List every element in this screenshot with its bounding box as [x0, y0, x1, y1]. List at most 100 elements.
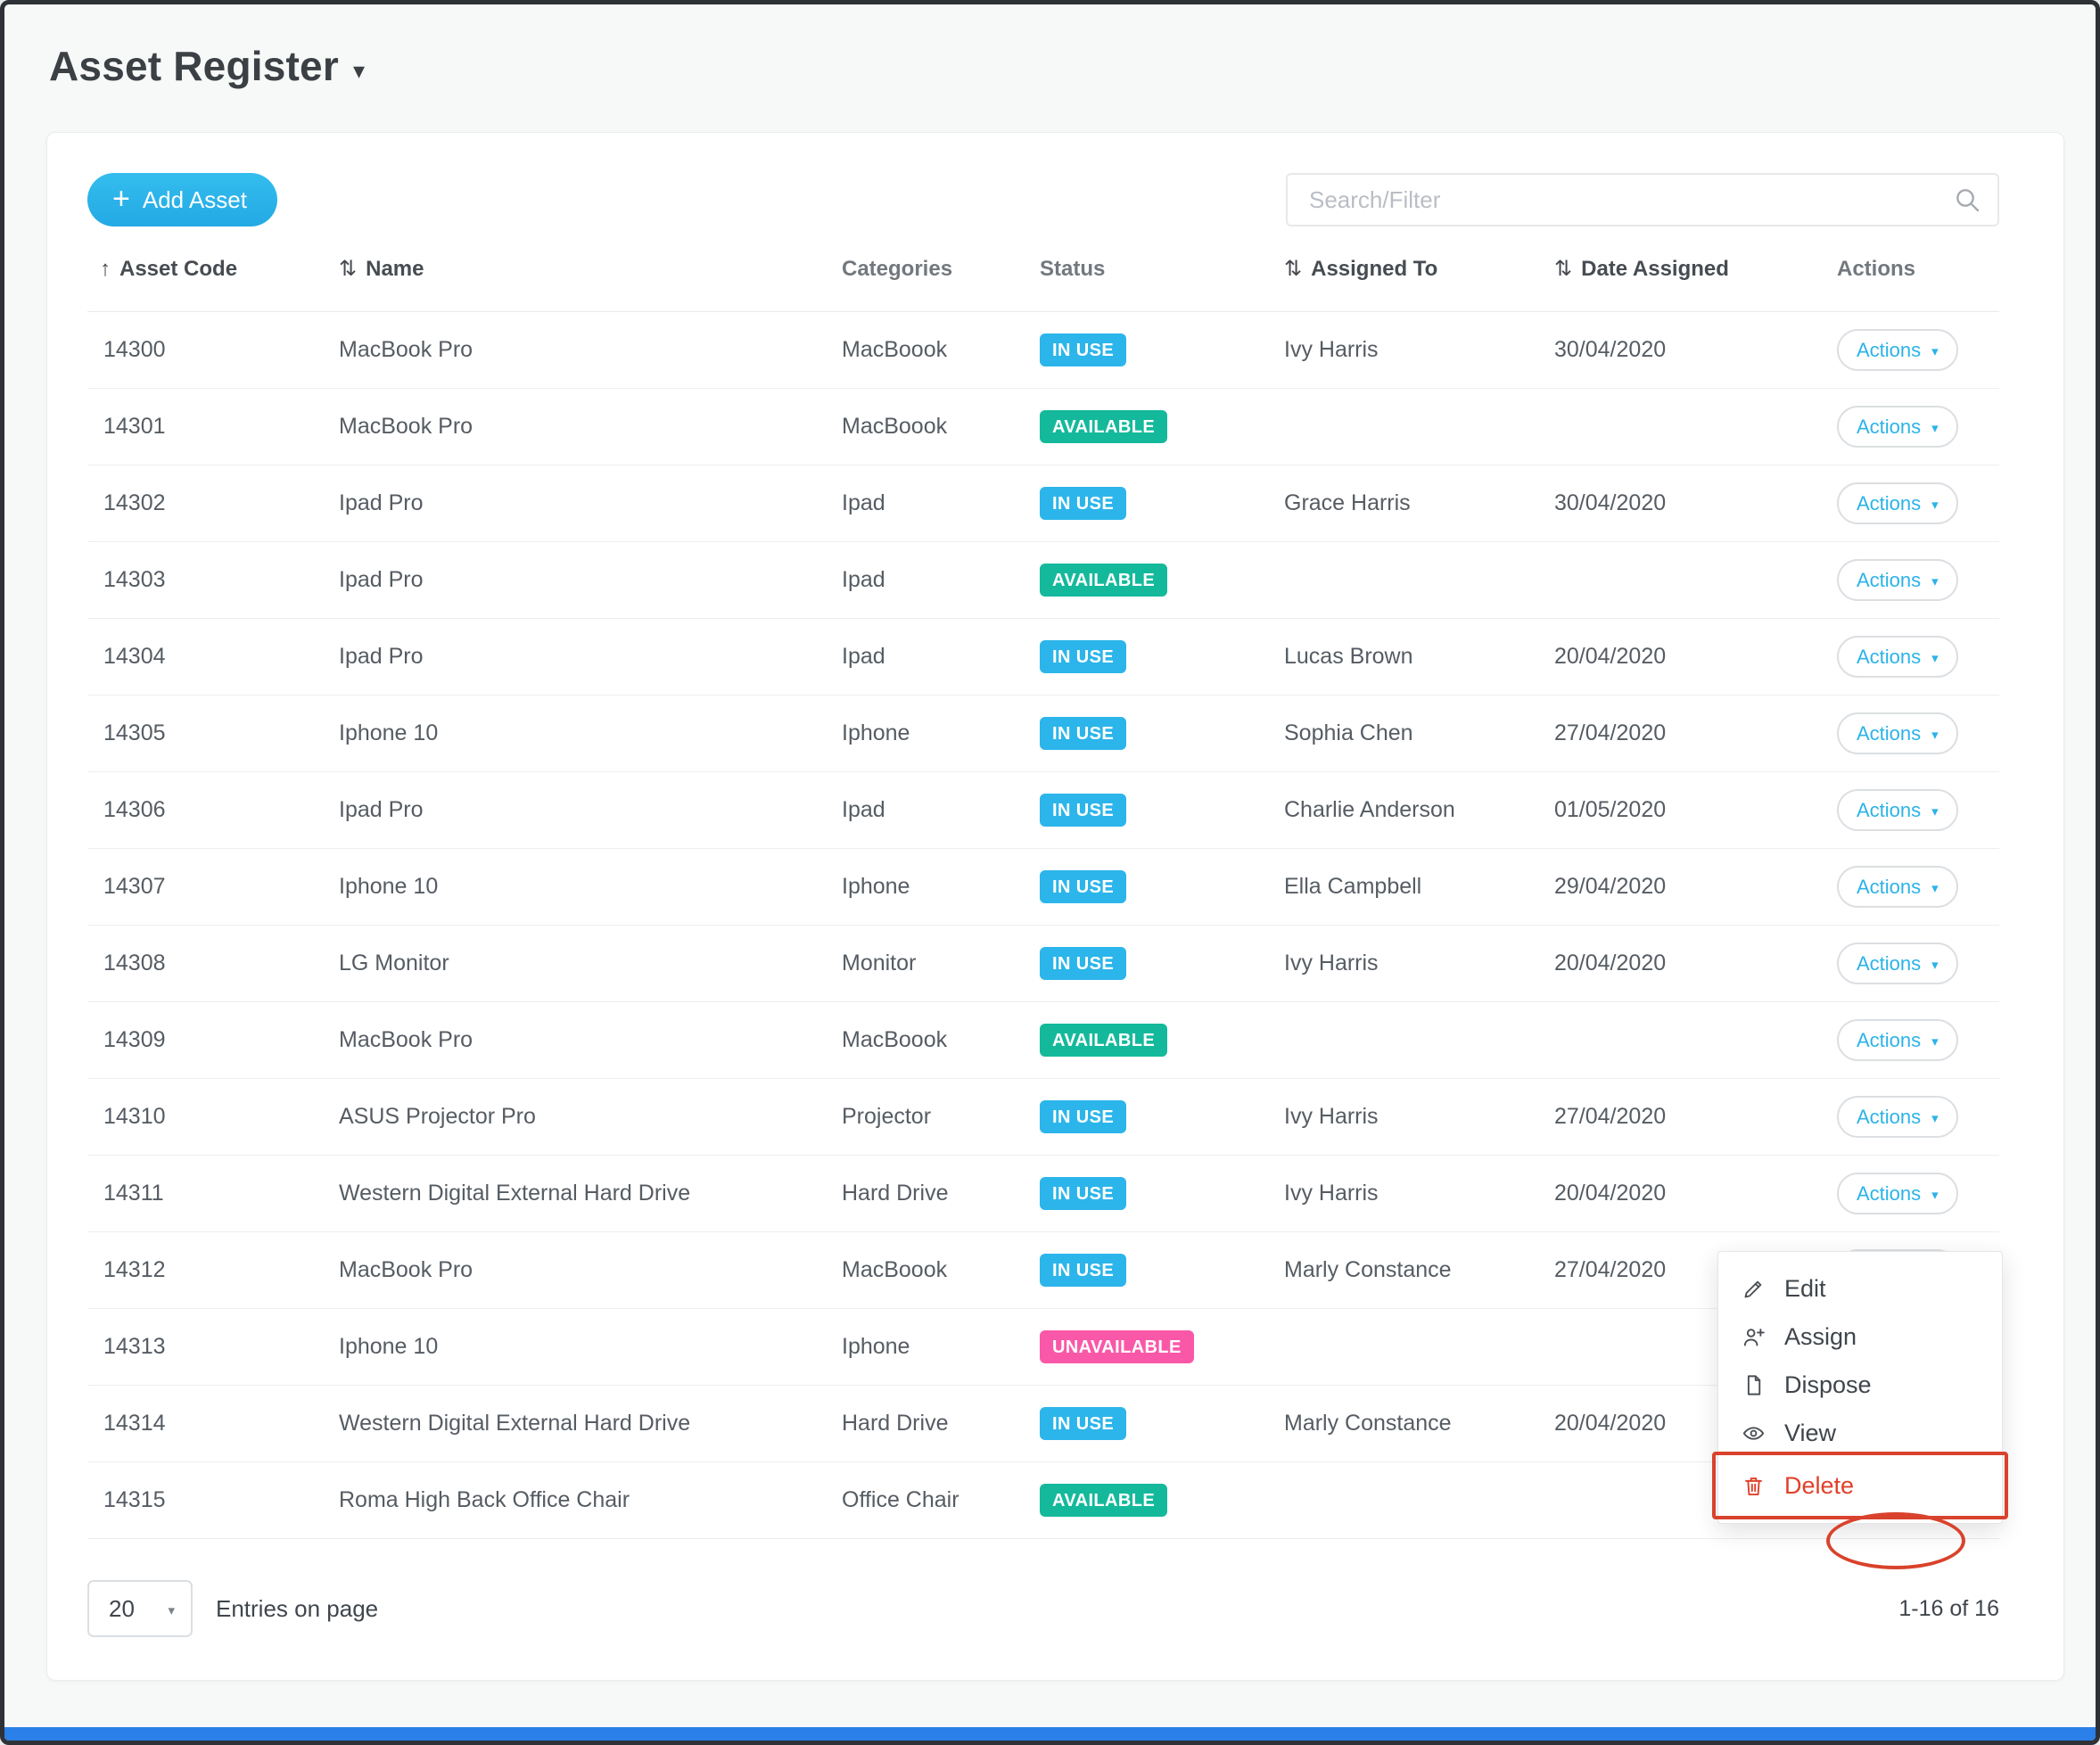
actions-button-label: Actions: [1857, 798, 1922, 821]
cell-name: ASUS Projector Pro: [339, 1104, 536, 1129]
cell-asset-code: 14300: [103, 337, 166, 362]
cell-category: Projector: [842, 1104, 932, 1129]
status-badge: IN USE: [1040, 1254, 1127, 1287]
actions-button[interactable]: Actions ▾: [1837, 789, 1958, 831]
cell-asset-code: 14310: [103, 1104, 166, 1129]
cell-asset-code: 14315: [103, 1487, 166, 1512]
search-input[interactable]: [1286, 173, 1999, 226]
add-asset-button[interactable]: + Add Asset: [87, 173, 277, 226]
cell-status: AVAILABLE: [1040, 1024, 1284, 1057]
cell-assigned-to: Ivy Harris: [1284, 337, 1379, 362]
cell-category: Hard Drive: [842, 1411, 949, 1436]
status-badge: IN USE: [1040, 640, 1127, 673]
cell-actions: Actions ▾: [1837, 866, 1999, 908]
actions-button[interactable]: Actions ▾: [1837, 559, 1958, 601]
sort-both-icon: ⇅: [1284, 257, 1303, 281]
chevron-down-icon: ▾: [1931, 1188, 1939, 1203]
cell-date-assigned: 30/04/2020: [1554, 337, 1667, 362]
menu-item-label: View: [1784, 1419, 1837, 1446]
chevron-down-icon: ▾: [1931, 498, 1939, 513]
column-label: Asset Code: [119, 256, 238, 281]
cell-asset-code: 14312: [103, 1257, 166, 1282]
actions-button[interactable]: Actions ▾: [1837, 1019, 1958, 1061]
cell-asset-code: 14311: [103, 1181, 164, 1206]
actions-button-label: Actions: [1857, 491, 1922, 514]
table-row: 14305 Iphone 10 Iphone IN USE Sophia Chen 27/…: [87, 696, 1999, 772]
column-label: Actions: [1837, 256, 1916, 281]
cell-date-assigned: 20/04/2020: [1554, 644, 1667, 669]
cell-asset-code: 14301: [103, 414, 166, 439]
page-title: Asset Register: [49, 43, 339, 89]
status-badge: IN USE: [1040, 717, 1127, 750]
actions-button[interactable]: Actions ▾: [1837, 712, 1958, 754]
cell-name: Ipad Pro: [339, 644, 424, 669]
menu-item-label: Edit: [1784, 1274, 1826, 1302]
actions-menu: Edit Assign Dispose View Delete: [1712, 1251, 2008, 1524]
assign-icon: [1742, 1325, 1766, 1349]
cell-asset-code: 14305: [103, 720, 166, 745]
actions-button[interactable]: Actions ▾: [1837, 942, 1958, 984]
cell-actions: Actions ▾: [1837, 329, 1999, 371]
cell-actions: Actions ▾: [1837, 636, 1999, 678]
cell-assigned-to: Sophia Chen: [1284, 720, 1413, 745]
actions-button[interactable]: Actions ▾: [1837, 482, 1958, 524]
cell-name: MacBook Pro: [339, 1257, 474, 1282]
status-badge: IN USE: [1040, 487, 1127, 520]
cell-date-assigned: 20/04/2020: [1554, 1181, 1667, 1206]
column-header-name[interactable]: ⇅ Name: [339, 256, 842, 282]
status-badge: UNAVAILABLE: [1040, 1330, 1194, 1363]
actions-button[interactable]: Actions ▾: [1837, 1173, 1958, 1214]
actions-button-label: Actions: [1857, 721, 1922, 745]
cell-asset-code: 14314: [103, 1411, 166, 1436]
column-label: Status: [1040, 256, 1106, 281]
column-header-date-assigned[interactable]: ⇅ Date Assigned: [1554, 256, 1837, 282]
column-header-categories: Categories: [842, 257, 1040, 282]
title-caret-icon[interactable]: ▾: [352, 56, 365, 84]
menu-item-label: Delete: [1784, 1471, 1855, 1499]
cell-actions: Actions ▾: [1837, 559, 1999, 601]
actions-button[interactable]: Actions ▾: [1837, 636, 1958, 678]
column-label: Name: [366, 256, 424, 281]
menu-item-edit[interactable]: Edit: [1718, 1264, 2002, 1313]
column-header-asset-code[interactable]: ↑ Asset Code: [87, 257, 339, 282]
cell-assigned-to: Charlie Anderson: [1284, 797, 1455, 822]
add-asset-label: Add Asset: [142, 185, 247, 213]
cell-actions: Actions ▾: [1837, 789, 1999, 831]
status-badge: AVAILABLE: [1040, 1484, 1168, 1517]
column-header-actions: Actions: [1837, 257, 1999, 282]
entries-per-page-select[interactable]: 20 ▾: [87, 1580, 193, 1637]
menu-item-view[interactable]: View: [1718, 1409, 2002, 1457]
chevron-down-icon: ▾: [1931, 728, 1939, 743]
table-row: 14314 Western Digital External Hard Drive…: [87, 1386, 1999, 1462]
table-row: 14303 Ipad Pro Ipad AVAILABLE Actions ▾: [87, 542, 1999, 619]
search-icon[interactable]: [1953, 185, 1981, 218]
actions-button[interactable]: Actions ▾: [1837, 1096, 1958, 1138]
cell-assigned-to: Ivy Harris: [1284, 1104, 1379, 1129]
cell-asset-code: 14303: [103, 567, 166, 592]
menu-item-assign[interactable]: Assign: [1718, 1313, 2002, 1361]
actions-button[interactable]: Actions ▾: [1837, 329, 1958, 371]
menu-item-delete[interactable]: Delete: [1718, 1457, 2002, 1514]
cell-name: Western Digital External Hard Drive: [339, 1411, 691, 1436]
cell-assigned-to: Ivy Harris: [1284, 951, 1379, 975]
cell-status: AVAILABLE: [1040, 1484, 1284, 1517]
table-row: 14302 Ipad Pro Ipad IN USE Grace Harris 30/04…: [87, 465, 1999, 542]
actions-button[interactable]: Actions ▾: [1837, 866, 1958, 908]
toolbar: + Add Asset: [87, 173, 1999, 226]
cell-category: MacBoook: [842, 337, 948, 362]
entries-per-page-value: 20: [109, 1594, 135, 1622]
cell-status: IN USE: [1040, 870, 1284, 903]
actions-button-label: Actions: [1857, 875, 1922, 898]
status-badge: IN USE: [1040, 870, 1127, 903]
cell-status: IN USE: [1040, 1100, 1284, 1133]
cell-date-assigned: 27/04/2020: [1554, 1104, 1667, 1129]
actions-button[interactable]: Actions ▾: [1837, 406, 1958, 448]
cell-actions: Actions ▾: [1837, 1173, 1999, 1214]
status-badge: AVAILABLE: [1040, 410, 1168, 443]
cell-name: Iphone 10: [339, 720, 439, 745]
actions-button-label: Actions: [1857, 338, 1922, 361]
menu-item-dispose[interactable]: Dispose: [1718, 1361, 2002, 1409]
cell-status: AVAILABLE: [1040, 410, 1284, 443]
column-header-assigned-to[interactable]: ⇅ Assigned To: [1284, 256, 1554, 282]
